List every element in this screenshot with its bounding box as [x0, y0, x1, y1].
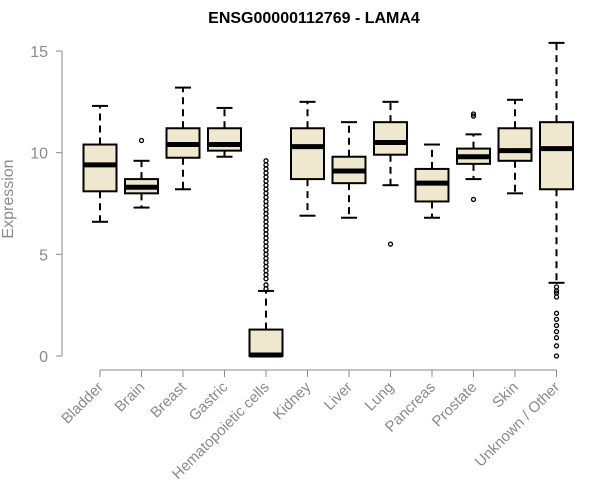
boxes-group	[82, 41, 574, 359]
outlier-point	[387, 241, 394, 247]
box-breast	[165, 86, 201, 191]
x-tick-label-brain: Brain	[112, 379, 149, 416]
outlier-point	[263, 263, 269, 270]
x-tick-label-prostate: Prostate	[429, 379, 481, 431]
outlier-point	[553, 294, 560, 300]
outlier-point	[263, 170, 269, 176]
outlier-point	[263, 202, 269, 209]
outlier-point	[263, 186, 269, 192]
outlier-point	[263, 247, 269, 253]
box-bladder	[82, 104, 118, 223]
y-axis-label: Expression	[0, 159, 17, 238]
outlier-point	[263, 227, 269, 233]
outlier-point	[263, 190, 269, 196]
outlier-point	[263, 182, 269, 188]
iqr-box	[290, 127, 325, 181]
outlier-point	[263, 166, 269, 172]
outlier-point	[263, 215, 269, 221]
outlier-point	[263, 219, 269, 225]
iqr-box	[248, 328, 284, 358]
outlier-point	[553, 322, 560, 329]
y-tick-label-10: 10	[30, 146, 48, 163]
box-liver	[331, 121, 367, 219]
x-tick-label-liver: Liver	[321, 379, 356, 414]
outlier-point	[263, 272, 269, 278]
box-gastric	[207, 106, 242, 158]
iqr-box	[497, 127, 533, 162]
outlier-point	[263, 223, 269, 229]
outlier-point	[263, 158, 269, 164]
outlier-point	[553, 290, 560, 296]
box-prostate	[456, 111, 491, 203]
y-axis: 0 5 10 15	[30, 44, 63, 366]
outlier-point	[138, 137, 145, 144]
outlier-point	[263, 251, 269, 257]
outlier-point	[263, 243, 269, 249]
y-tick-label-5: 5	[39, 247, 48, 264]
outlier-point	[263, 255, 269, 262]
outlier-point	[470, 113, 477, 119]
x-tick-label-lung: Lung	[362, 379, 398, 415]
y-tick-label-0: 0	[39, 349, 48, 366]
outlier-point	[263, 276, 269, 282]
outlier-point	[553, 316, 560, 323]
iqr-box	[207, 127, 242, 152]
box-kidney	[290, 100, 325, 217]
outlier-point	[263, 206, 269, 213]
outlier-point	[470, 111, 477, 117]
box-pancreas	[414, 143, 450, 219]
x-tick-label-breast: Breast	[147, 378, 190, 421]
outlier-point	[263, 235, 269, 241]
outlier-point	[470, 196, 477, 203]
iqr-box	[82, 143, 118, 193]
outlier-point	[263, 198, 269, 205]
outlier-point	[263, 267, 269, 274]
outlier-point	[553, 284, 560, 290]
iqr-box	[373, 121, 408, 156]
outlier-point	[263, 286, 269, 292]
chart-title: ENSG00000112769 - LAMA4	[208, 10, 420, 27]
box-brain	[124, 137, 159, 209]
box-hematopoietic-cells	[248, 158, 284, 358]
box-lung	[373, 100, 408, 247]
x-tick-label-skin: Skin	[489, 379, 522, 412]
box-skin	[497, 98, 533, 195]
outlier-point	[263, 282, 269, 288]
outlier-point	[553, 335, 560, 341]
outlier-point	[263, 178, 269, 184]
outlier-point	[553, 328, 560, 335]
outlier-point	[263, 194, 269, 201]
y-tick-label-15: 15	[30, 44, 48, 61]
outlier-point	[263, 211, 269, 217]
outlier-point	[553, 343, 560, 349]
iqr-box	[539, 121, 574, 191]
outlier-point	[263, 239, 269, 245]
outlier-point	[263, 231, 269, 237]
outlier-point	[553, 310, 560, 316]
outlier-point	[263, 162, 269, 168]
x-tick-label-kidney: Kidney	[270, 378, 315, 423]
x-tick-label-bladder: Bladder	[58, 379, 107, 428]
outlier-point	[553, 353, 560, 359]
box-unknown-other	[539, 41, 574, 359]
outlier-point	[263, 259, 269, 266]
outlier-point	[263, 174, 269, 180]
